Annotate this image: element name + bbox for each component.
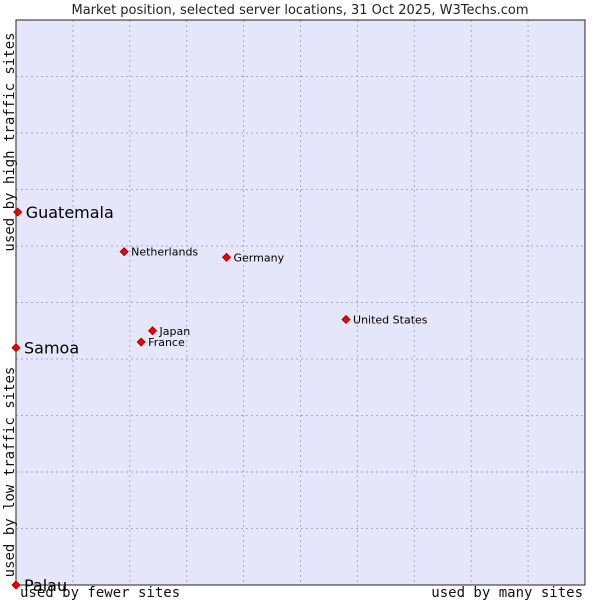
point-label-japan: Japan [159,325,191,338]
y-axis-label-high: used by high traffic sites [2,32,18,251]
point-palau: Palau [11,576,67,595]
point-japan: Japan [147,325,191,338]
point-marker-palau [11,580,21,590]
point-label-netherlands: Netherlands [131,246,198,259]
grid-lines [16,20,585,585]
y-axis-label-low: used by low traffic sites [2,367,18,578]
point-label-france: France [148,336,185,349]
x-axis-label-high: used by many sites [431,585,583,600]
point-marker-france [136,337,146,347]
point-label-united-states: United States [353,313,428,326]
data-points: Guatemala Samoa Palau Netherlands Germany Uni… [11,203,428,595]
point-marker-japan [147,326,158,336]
point-marker-samoa [11,343,21,353]
plot-border [15,19,586,586]
point-germany: Germany [221,251,285,264]
x-axis-label-low: used by fewer sites [20,585,180,600]
point-samoa: Samoa [11,339,79,358]
point-marker-united-states [341,314,351,325]
point-marker-germany [221,252,232,262]
point-label-samoa: Samoa [24,339,79,358]
point-label-palau: Palau [24,576,67,595]
point-marker-guatemala [13,207,23,217]
point-marker-netherlands [119,247,129,257]
point-netherlands: Netherlands [119,246,198,259]
point-label-guatemala: Guatemala [26,203,114,222]
chart-title: Market position, selected server locatio… [71,3,528,18]
point-united-states: United States [341,313,428,326]
point-label-germany: Germany [234,251,285,264]
point-france: France [136,336,185,349]
point-guatemala: Guatemala [13,203,114,222]
